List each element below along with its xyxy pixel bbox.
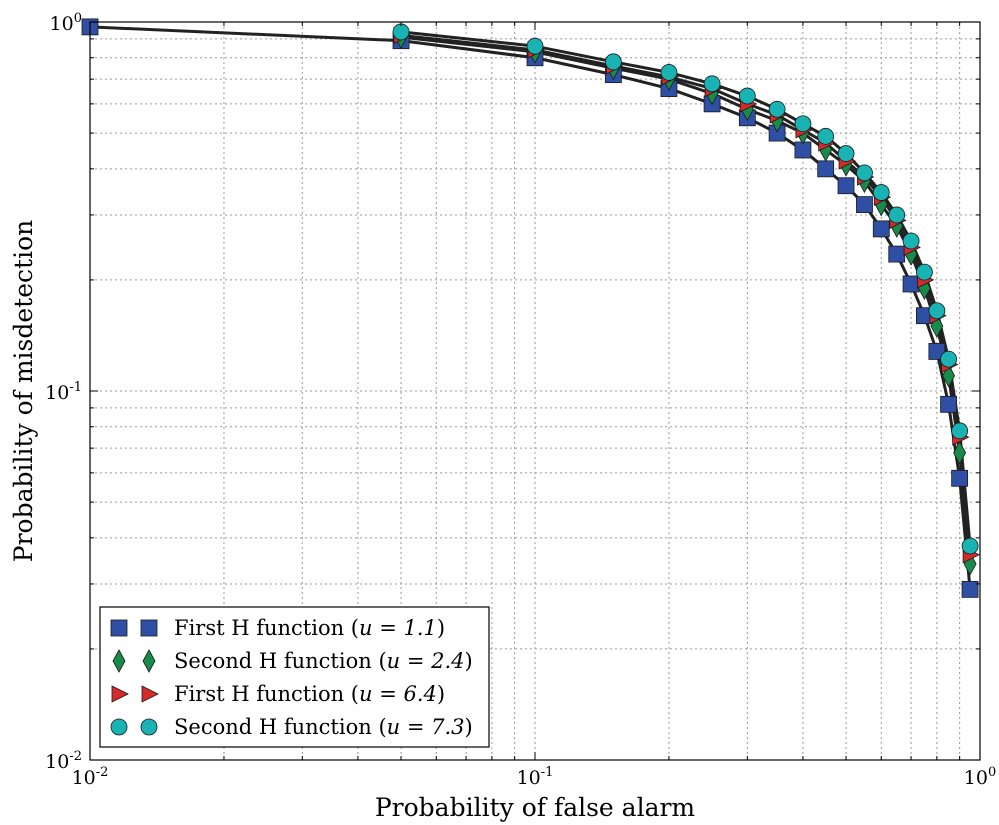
- legend-marker: [142, 649, 156, 673]
- data-point-3: [888, 206, 906, 224]
- legend-series-name: Second H function: [174, 649, 372, 673]
- data-point-3: [928, 302, 946, 320]
- series-markers: [81, 18, 980, 598]
- data-point-0: [817, 160, 835, 178]
- legend-label: First H function (u = 1.1): [174, 616, 445, 640]
- x-tick-exponent: -2: [96, 765, 109, 780]
- data-point-3: [951, 422, 969, 440]
- legend-paren: ): [437, 682, 445, 706]
- data-point-3: [794, 115, 812, 133]
- data-point-3: [856, 164, 873, 182]
- y-tick-base: 10: [50, 13, 74, 35]
- x-tick-label: 10-1: [517, 765, 554, 789]
- data-point-3: [703, 75, 721, 93]
- y-tick-base: 10: [45, 751, 69, 773]
- legend-series-param: u = 2.4: [387, 649, 465, 673]
- x-tick-base: 10: [72, 767, 96, 789]
- legend-label: First H function (u = 6.4): [174, 682, 445, 706]
- y-tick-exponent: -1: [69, 380, 82, 395]
- data-point-0: [902, 275, 920, 293]
- data-point-3: [940, 350, 957, 368]
- data-point-3: [604, 53, 622, 71]
- legend-box: [99, 606, 490, 748]
- x-tick-label: 100: [964, 765, 996, 789]
- data-point-3: [817, 127, 835, 145]
- legend-series-name: Second H function: [174, 715, 372, 739]
- x-tick-base: 10: [964, 767, 988, 789]
- series-line-1: [400, 35, 972, 565]
- legend-paren: (: [344, 616, 359, 640]
- legend: First H function (u = 1.1)Second H funct…: [99, 606, 490, 748]
- legend-label: Second H function (u = 2.4): [174, 649, 473, 673]
- x-tick-exponent: -1: [541, 765, 554, 780]
- series-line-3: [400, 30, 972, 547]
- data-point-0: [856, 196, 873, 213]
- y-tick-base: 10: [45, 382, 69, 404]
- y-tick-exponent: 0: [74, 11, 82, 26]
- x-axis-title: Probability of false alarm: [375, 793, 696, 822]
- data-point-3: [902, 232, 920, 250]
- legend-marker: [110, 619, 128, 637]
- data-point-3: [660, 64, 678, 81]
- legend-paren: ): [465, 715, 473, 739]
- data-point-0: [872, 220, 890, 238]
- series-line-2: [400, 33, 972, 555]
- legend-paren: (: [372, 649, 387, 673]
- series-line-0: [89, 25, 972, 590]
- x-tick-base: 10: [517, 767, 541, 789]
- data-point-0: [928, 343, 946, 360]
- legend-marker: [112, 649, 126, 673]
- data-point-0: [888, 245, 906, 263]
- data-point-0: [940, 395, 957, 413]
- data-point-0: [951, 469, 969, 487]
- data-point-3: [916, 263, 933, 281]
- data-point-0: [961, 580, 979, 598]
- data-point-3: [837, 145, 855, 162]
- legend-marker: [140, 718, 158, 736]
- legend-series-param: u = 6.4: [359, 682, 437, 706]
- legend-series-name: First H function: [174, 616, 344, 640]
- x-tick-exponent: 0: [988, 765, 996, 780]
- data-point-1: [953, 440, 967, 465]
- data-point-3: [392, 23, 410, 41]
- legend-marker: [110, 718, 128, 736]
- legend-marker: [141, 685, 159, 703]
- data-point-3: [768, 100, 786, 118]
- data-point-3: [738, 87, 756, 105]
- legend-paren: ): [465, 649, 473, 673]
- legend-series-param: u = 7.3: [387, 715, 465, 739]
- legend-marker: [140, 619, 158, 637]
- y-tick-exponent: -2: [69, 749, 82, 764]
- legend-paren: ): [437, 616, 445, 640]
- legend-marker: [111, 685, 129, 703]
- y-axis-title: Probability of misdetection: [9, 220, 38, 562]
- legend-series-name: First H function: [174, 682, 344, 706]
- data-point-3: [526, 37, 544, 55]
- data-point-3: [872, 184, 890, 201]
- y-tick-label: 10-2: [45, 749, 82, 773]
- legend-label: Second H function (u = 7.3): [174, 715, 473, 739]
- y-tick-label: 100: [50, 11, 82, 35]
- data-point-0: [837, 177, 855, 195]
- y-tick-label: 10-1: [45, 380, 82, 404]
- x-tick-label: 10-2: [72, 765, 109, 789]
- data-point-3: [961, 537, 979, 555]
- series-curves: [89, 25, 972, 590]
- legend-series-param: u = 1.1: [359, 616, 437, 640]
- legend-paren: (: [344, 682, 359, 706]
- legend-paren: (: [372, 715, 387, 739]
